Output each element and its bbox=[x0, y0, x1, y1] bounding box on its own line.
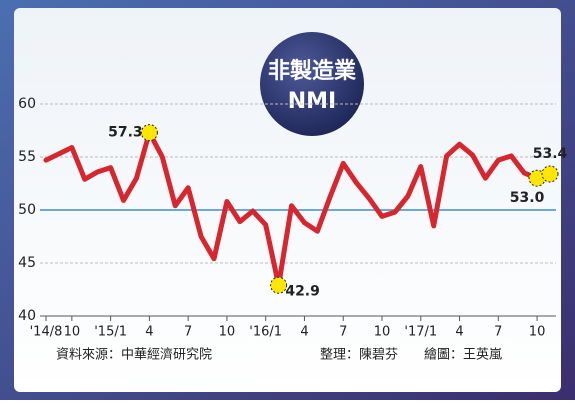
x-tick-label: '16/1 bbox=[249, 325, 282, 340]
line bbox=[43, 130, 553, 288]
x-tick-label: 4 bbox=[455, 325, 463, 340]
source: 資料來源：中華經濟研究院 bbox=[56, 347, 212, 363]
highlight-point bbox=[140, 124, 158, 142]
highlight-point bbox=[270, 276, 288, 294]
chart-subtitle: NMI bbox=[288, 89, 337, 114]
x-tick-label: 10 bbox=[64, 325, 81, 340]
highlight-point bbox=[541, 165, 559, 183]
x-tick-label: 7 bbox=[339, 325, 347, 340]
x-tick-label: 10 bbox=[529, 325, 546, 340]
y-tick-label: 50 bbox=[18, 202, 36, 218]
y-tick-label: 45 bbox=[18, 255, 36, 271]
data-label: 53.0 bbox=[510, 190, 545, 206]
data-label: 57.3 bbox=[108, 125, 143, 141]
x-tick-label: 10 bbox=[219, 325, 236, 340]
x-tick-label: 4 bbox=[300, 325, 308, 340]
x-tick-label: '14/8 bbox=[30, 325, 63, 340]
y-tick-label: 55 bbox=[18, 149, 36, 165]
y-tick-label: 60 bbox=[18, 96, 36, 112]
x-tick-label: 7 bbox=[184, 325, 192, 340]
x-tick-label: 7 bbox=[494, 325, 502, 340]
data-label: 42.9 bbox=[285, 283, 320, 299]
data-label: 53.4 bbox=[533, 146, 568, 162]
graphics: 繪圖：王英嵐 bbox=[424, 347, 502, 363]
x-tick-label: 4 bbox=[145, 325, 153, 340]
x-tick-label: '15/1 bbox=[94, 325, 127, 340]
x-tick-label: 10 bbox=[374, 325, 391, 340]
title-badge bbox=[260, 32, 364, 136]
y-tick-label: 40 bbox=[18, 308, 36, 324]
editor: 整理：陳碧芬 bbox=[320, 348, 398, 363]
chart-title: 非製造業 bbox=[268, 58, 357, 84]
x-tick-label: '17/1 bbox=[404, 325, 437, 340]
